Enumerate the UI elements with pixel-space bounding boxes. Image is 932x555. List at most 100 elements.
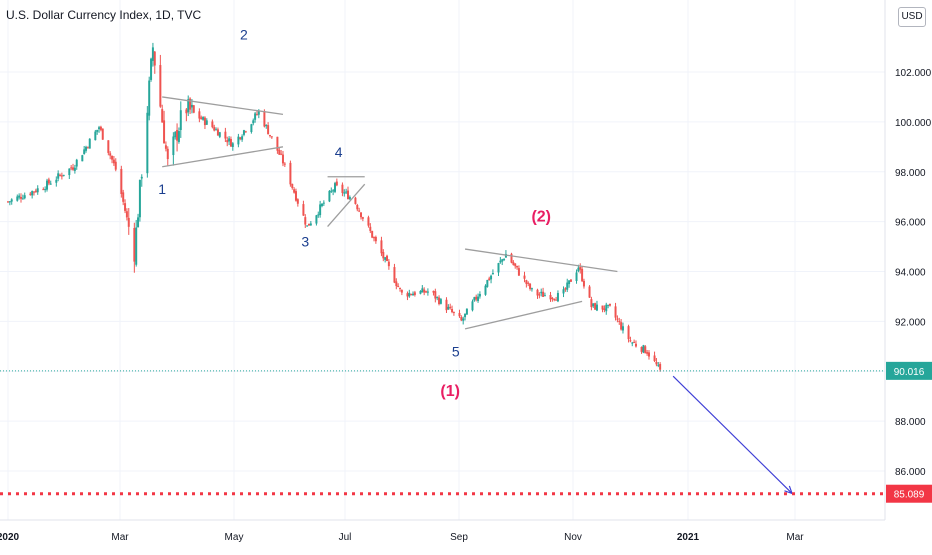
candle-body (85, 146, 88, 151)
candle-body (205, 120, 208, 125)
candle-body (215, 129, 218, 131)
candle-body (309, 223, 312, 226)
candle-body (473, 297, 476, 301)
candle-body (421, 288, 424, 293)
candle-body (72, 167, 75, 170)
candle-body (44, 189, 47, 191)
candle-body (595, 304, 598, 311)
candle-body (237, 136, 240, 145)
candle-body (607, 304, 610, 306)
candle-body (408, 292, 411, 297)
candle-body (322, 202, 325, 204)
candle-body (438, 297, 441, 305)
y-tick-label: 100.000 (895, 118, 932, 129)
candle-body (59, 174, 62, 176)
wave-label: 5 (452, 343, 460, 359)
candle-body (332, 190, 335, 192)
candle-body (187, 99, 190, 113)
candle-body (387, 261, 390, 267)
candle-body (257, 110, 260, 115)
target-price-label: 85.089 (894, 490, 925, 501)
candle-body (133, 227, 136, 262)
candle-body (49, 183, 52, 185)
candle-body (172, 136, 175, 156)
candle-body (579, 266, 582, 270)
candle-body (577, 267, 580, 272)
candle-body (333, 183, 336, 192)
candle-body (46, 180, 49, 190)
candle-body (111, 155, 114, 160)
candle-body (29, 193, 32, 195)
candle-body (592, 303, 595, 307)
candle-body (304, 217, 307, 225)
candle-body (621, 326, 624, 331)
candle-body (504, 253, 507, 258)
candle-body (452, 311, 455, 313)
candle-body (33, 191, 36, 193)
candle-body (138, 179, 141, 218)
price-lines (0, 370, 885, 496)
candle-body (150, 58, 153, 80)
candle-body (164, 145, 167, 149)
candle-body (224, 131, 227, 139)
candle-body (397, 285, 400, 287)
candle-body (73, 167, 76, 171)
trendline (464, 248, 618, 273)
candle-body (109, 153, 112, 156)
candle-body (556, 293, 559, 302)
trendline (162, 96, 284, 116)
candle-body (148, 80, 151, 116)
candle-body (21, 198, 24, 200)
candle-body (263, 110, 266, 127)
candle-body (514, 263, 517, 267)
candle-body (216, 129, 219, 136)
candle-body (657, 364, 660, 366)
candle-body (627, 326, 630, 340)
candle-body (380, 240, 383, 254)
candle-body (647, 352, 650, 357)
candle-body (477, 296, 480, 301)
candle-body (161, 109, 164, 123)
wave-label: 2 (240, 27, 248, 43)
candle-body (464, 313, 467, 318)
currency-button[interactable]: USD (898, 7, 926, 27)
candle-body (445, 299, 448, 311)
candle-body (399, 287, 402, 289)
candle-body (395, 281, 398, 287)
candle-body (497, 263, 500, 273)
candle-body (202, 117, 205, 120)
target-price-tag (886, 484, 932, 503)
candle-body (317, 214, 320, 216)
candle-body (659, 363, 662, 370)
candle-body (553, 298, 556, 300)
candle-body (146, 112, 149, 174)
degree-label: (1) (440, 383, 460, 400)
x-tick-label: 2021 (677, 532, 700, 543)
candle-body (179, 110, 182, 130)
candle-body (16, 196, 19, 201)
candle-body (330, 190, 333, 192)
candle-body (20, 197, 23, 199)
wave-label: 4 (335, 144, 343, 160)
candle-body (527, 282, 530, 284)
projection-arrow (672, 375, 793, 494)
candle-body (345, 191, 348, 193)
candle-body (478, 293, 481, 297)
x-tick-label: Mar (111, 532, 129, 543)
candle-body (582, 280, 585, 287)
candle-body (393, 267, 396, 283)
candle-body (371, 230, 374, 238)
candle-body (86, 147, 89, 149)
candle-body (594, 303, 597, 310)
candle-body (226, 140, 229, 143)
candle-body (281, 154, 284, 164)
candle-body (400, 290, 403, 293)
candle-body (177, 131, 180, 142)
candle-body (542, 291, 545, 297)
candle-body (412, 293, 415, 296)
candle-body (198, 111, 201, 119)
candle-body (107, 140, 110, 153)
candle-body (10, 199, 13, 202)
